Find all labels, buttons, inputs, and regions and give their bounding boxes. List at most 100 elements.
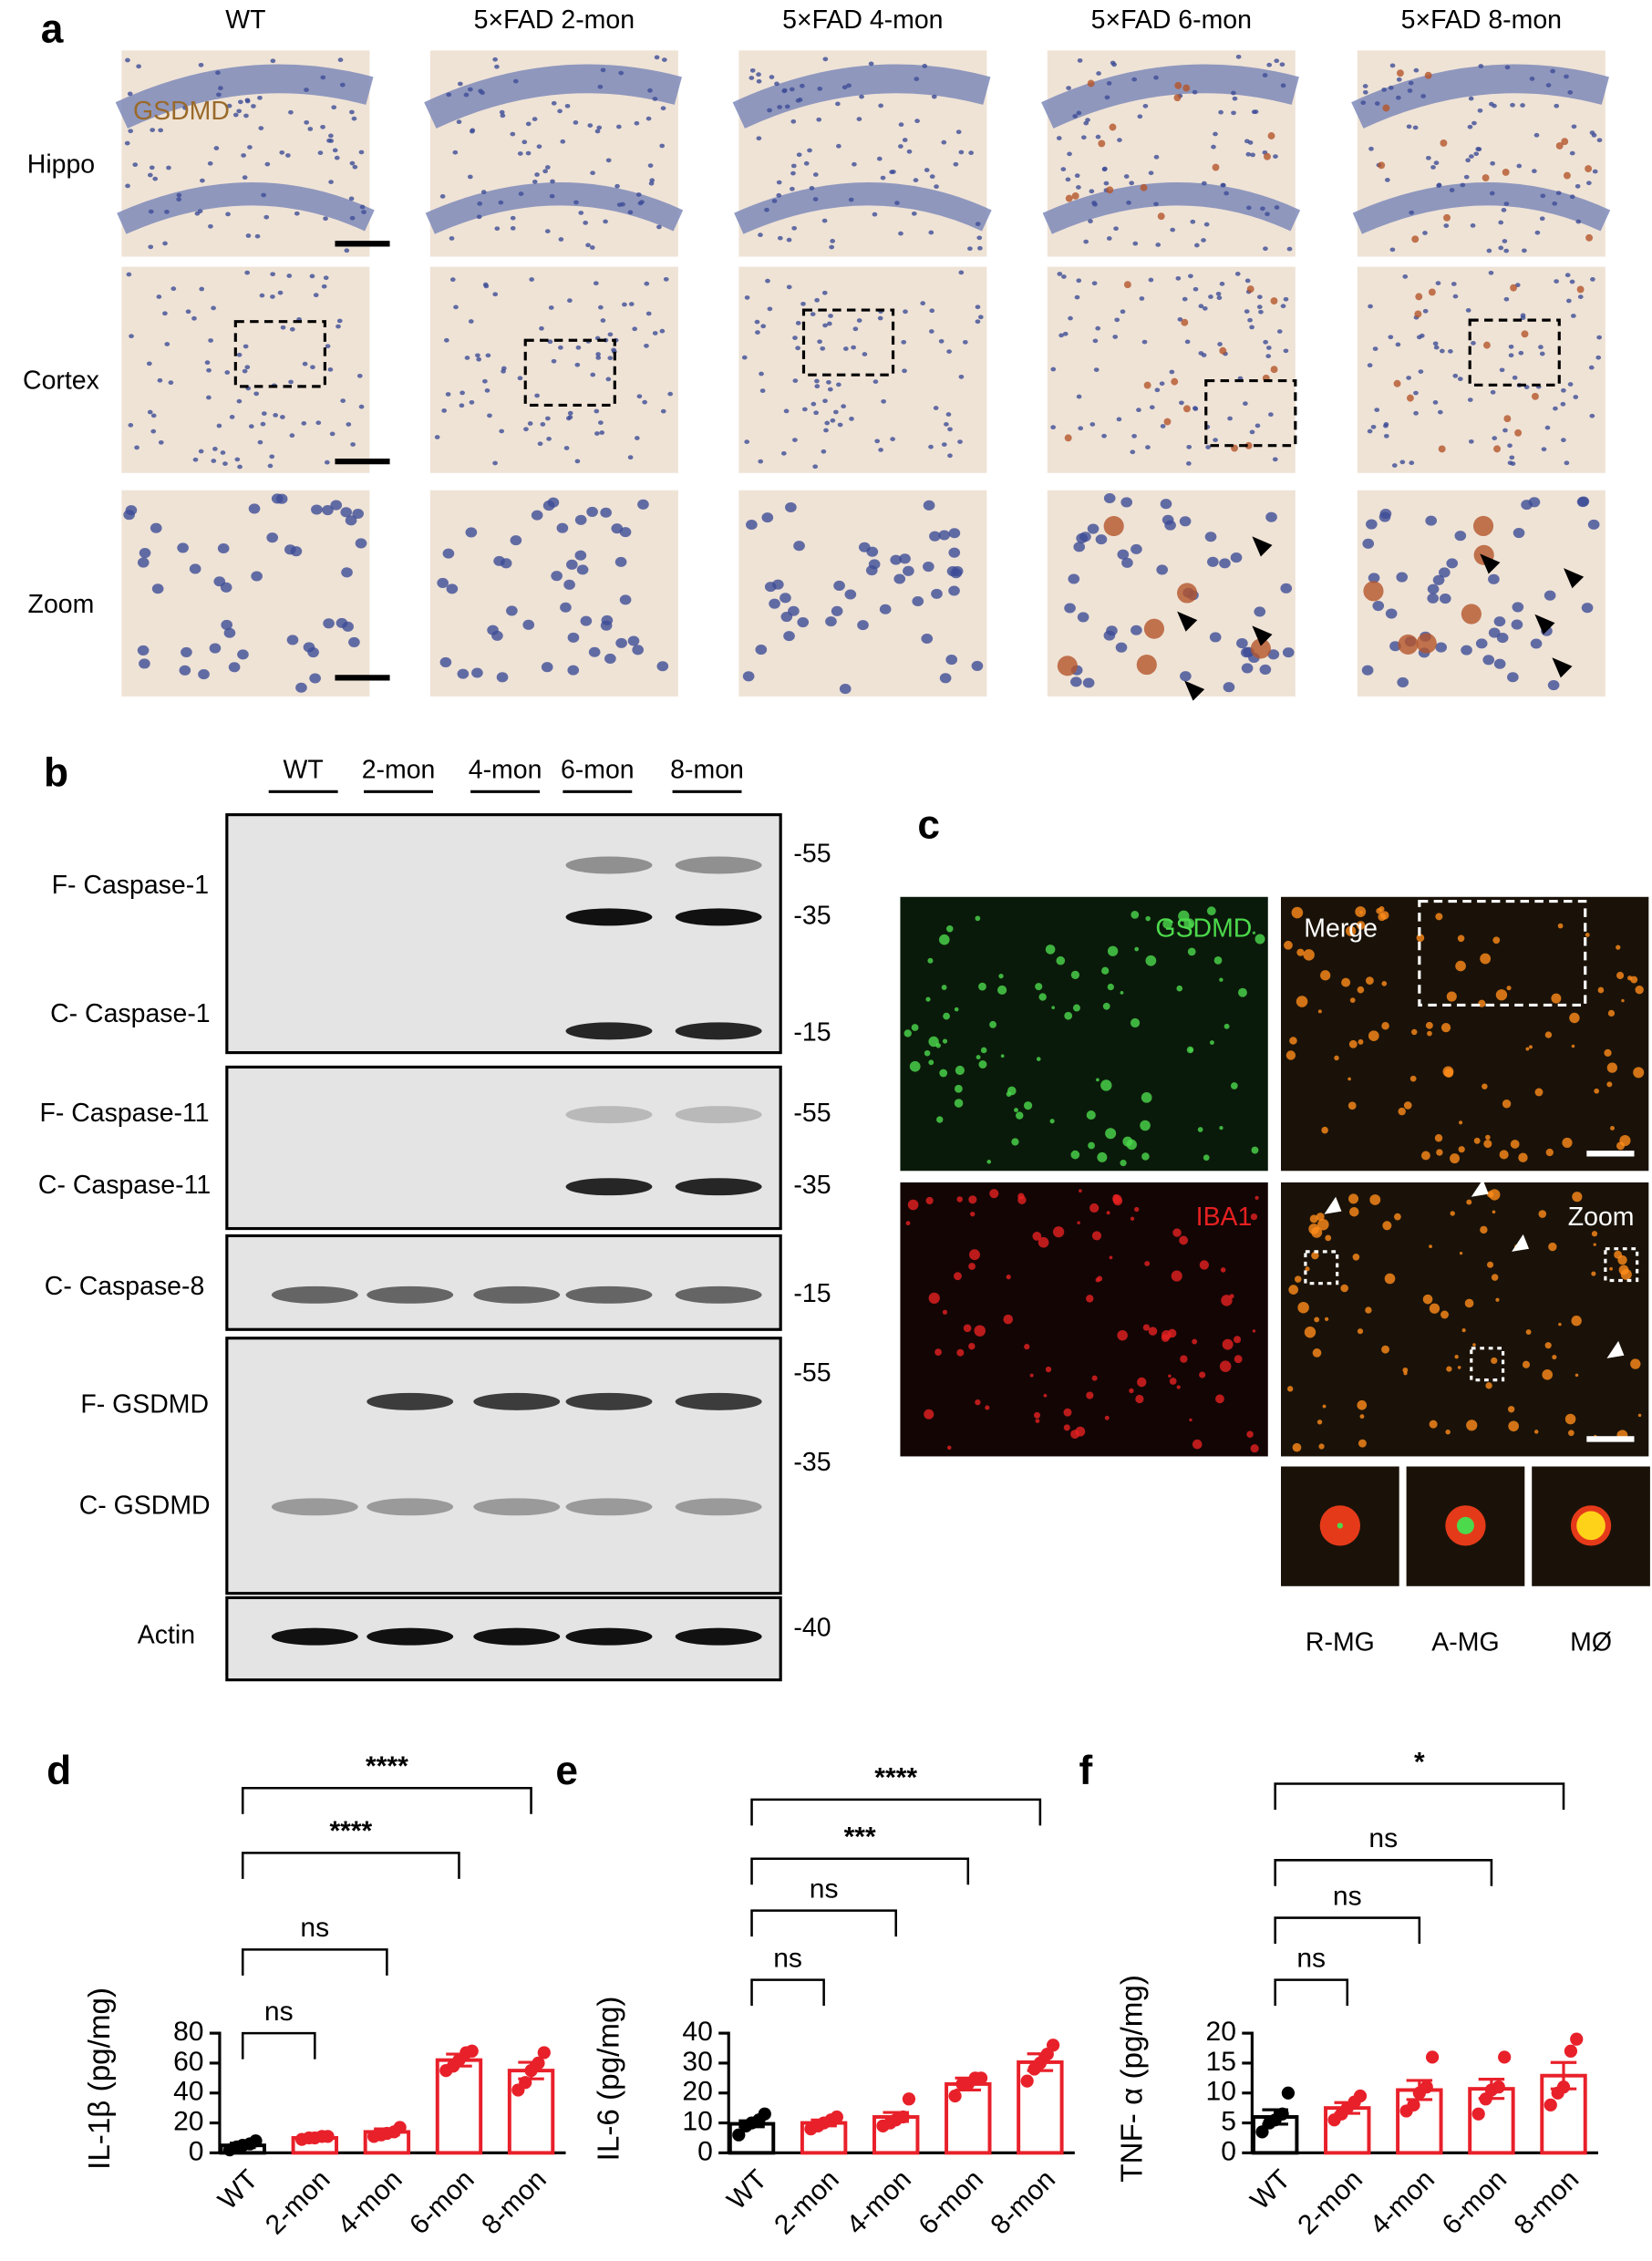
nucleus [132,162,139,168]
nucleus [1567,382,1574,387]
blot-label: Actin [138,1621,195,1650]
nucleus [1198,304,1204,309]
nucleus [1155,243,1162,247]
nucleus [242,368,248,374]
cell [1144,1261,1151,1266]
nucleus [876,156,883,161]
nucleus [556,522,569,533]
nucleus [605,158,612,163]
nucleus [783,408,790,414]
nucleus [1205,445,1211,449]
nucleus [573,200,579,205]
nucleus [1507,672,1519,683]
nucleus [496,672,509,683]
nucleus [356,373,363,378]
nucleus [632,326,638,332]
nucleus [537,441,543,447]
nucleus [457,81,463,87]
nucleus [149,165,155,170]
cell [985,1405,990,1410]
nucleus [852,161,857,167]
nucleus [872,212,878,217]
nucleus [1433,345,1440,350]
nucleus [456,119,462,125]
nucleus [1402,274,1409,279]
cell [1209,1040,1214,1046]
cell [1544,1342,1552,1349]
stain [1177,583,1198,604]
cell [942,1038,948,1044]
nucleus [962,339,968,345]
nucleus [849,417,854,421]
x-tick-label: 8-mon [476,2164,552,2241]
cell [942,1309,948,1315]
nucleus [1123,174,1130,179]
data-point [896,2110,910,2124]
cell [1140,1120,1151,1131]
significance-bracket [1274,1916,1421,1945]
nucleus [1561,438,1566,443]
cell [1446,991,1457,1002]
nucleus [492,292,499,297]
nucleus [833,409,839,415]
stain [1503,415,1512,423]
lane-label: WT [284,756,324,785]
stain [1246,285,1254,293]
nucleus [744,295,750,300]
stain [1482,341,1491,349]
nucleus [844,589,857,600]
cell [1003,1314,1013,1325]
nucleus [1513,528,1525,539]
cell [1024,1344,1030,1350]
nucleus [1215,291,1222,296]
nucleus [639,200,645,204]
nucleus [238,99,243,105]
nucleus [652,331,658,336]
nucleus [208,338,213,343]
cell [978,1060,987,1069]
band [565,1022,653,1040]
stain [1212,163,1220,171]
data-point [1498,2050,1512,2064]
cell [968,1342,976,1350]
nucleus [1240,647,1253,658]
nucleus [1492,436,1498,440]
cell [1091,1375,1098,1381]
nucleus [339,82,346,88]
nucleus [1588,365,1595,370]
blot [225,1234,782,1331]
nucleus [449,277,456,283]
cell [1425,1021,1433,1029]
nucleus [945,412,952,417]
cell [1349,997,1356,1003]
nucleus [749,76,755,80]
x-tick-label: 2-mon [769,2164,845,2241]
nucleus [500,113,506,119]
cell [941,985,947,990]
nucleus [1427,583,1440,594]
nucleus [944,422,949,427]
nucleus [901,339,907,345]
nucleus [128,129,134,134]
cell [1545,1148,1554,1157]
nucleus [464,356,470,360]
band [675,1178,762,1196]
nucleus [755,330,760,335]
nucleus [767,306,773,312]
nucleus [349,160,356,166]
nucleus [1203,222,1210,227]
nucleus [1076,110,1082,116]
nucleus [605,377,612,382]
significance-label: * [1414,1747,1425,1777]
nucleus [597,84,604,89]
fluorescence-image [900,1182,1268,1457]
stain [1531,392,1539,400]
nucleus [797,98,803,102]
nucleus [137,645,150,656]
nucleus [1471,120,1477,126]
arrowhead [1252,625,1273,646]
nucleus [148,244,154,250]
nucleus [1389,63,1396,68]
nucleus [157,377,163,383]
nucleus [162,241,168,246]
